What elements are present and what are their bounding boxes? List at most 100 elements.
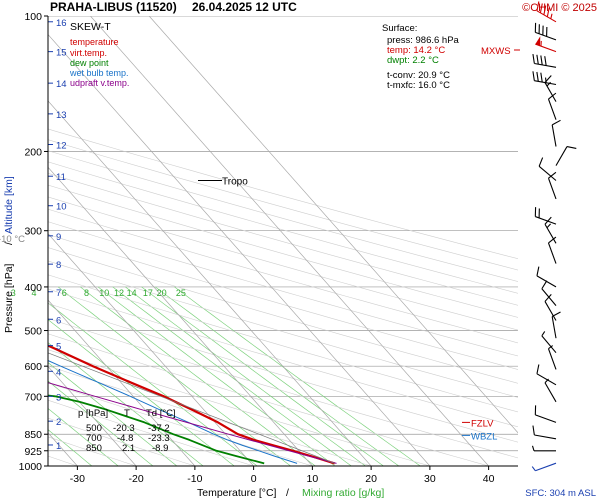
dry-adiabat-line [48, 349, 430, 466]
series-layer [48, 344, 337, 465]
wind-barb-flag [538, 208, 540, 218]
wind-barb-staff [535, 31, 557, 41]
dry-adiabat-line [48, 399, 254, 466]
table-cell: -20.3 [113, 423, 135, 434]
wind-barb-flag [541, 280, 548, 290]
wind-barb-half-flag [531, 466, 536, 472]
dry-adiabat-line [48, 382, 313, 466]
wind-barb-staff [544, 82, 557, 102]
mixing-ratio-line [97, 286, 336, 466]
surface-tconv: t-conv: 20.9 °C [387, 70, 450, 81]
wind-barb-staff [541, 335, 557, 354]
wind-barb [532, 71, 557, 86]
mixing-ratio-label: 10 [99, 288, 109, 298]
table-cell: -23.3 [148, 433, 170, 444]
x-axis-separator: / [286, 487, 289, 499]
mixing-ratio-label: 3 [11, 288, 16, 298]
wind-barb [536, 364, 557, 386]
grid-lines [48, 16, 518, 466]
pressure-tick-label: 700 [24, 391, 42, 403]
table-header-td: Td [°C] [146, 408, 176, 419]
wind-barb [534, 22, 557, 41]
wind-barb-flag [534, 22, 537, 33]
tropopause-label: Tropo [222, 176, 248, 187]
copyright: ©CHMI © 2025 [522, 2, 597, 14]
pressure-tick-label: 400 [24, 282, 42, 294]
x-tick-label: -10 [187, 473, 202, 485]
wind-barb-pennant [535, 36, 541, 46]
dry-adiabat-line [48, 247, 518, 384]
wind-barb [531, 462, 557, 472]
series-line-dew-point [48, 394, 265, 465]
wind-barb-flag [532, 425, 535, 436]
wind-barb [535, 36, 557, 53]
wind-barb [538, 157, 557, 181]
wind-barb-staff [544, 223, 557, 244]
series-line-wet-bulb-temp- [48, 360, 298, 464]
altitude-tick-label: 3 [56, 392, 61, 403]
mixing-ratio-line [48, 302, 258, 466]
dry-adiabat-line [48, 318, 518, 459]
wind-barb-flag [536, 364, 540, 374]
mixing-ratio-label: 20 [157, 288, 167, 298]
mixing-ratio-line [141, 286, 384, 466]
legend-title: SKEW-T [70, 21, 111, 33]
dry-adiabat-line [48, 260, 518, 398]
level-label-mxws: MXWS [481, 46, 511, 57]
wind-barb-half-flag [548, 345, 553, 350]
mixing-ratio-line [48, 429, 93, 466]
dry-adiabat-line [48, 234, 518, 370]
table-cell: 500 [86, 423, 102, 434]
wind-barb [536, 1, 557, 23]
legend-item-temperature: temperature [70, 37, 119, 47]
series-line-udpraft-v-temp- [48, 382, 337, 464]
isotherm-line [90, 16, 489, 466]
surface-title: Surface: [382, 23, 417, 34]
mixing-ratio-label: 8 [84, 288, 89, 298]
wind-barb-half-flag [546, 223, 551, 229]
surface-info-box: Surface: press: 986.6 hPa temp: 14.2 °C … [381, 20, 474, 92]
isotherm-line [48, 365, 137, 466]
wind-barb-flag [536, 266, 540, 277]
wind-barb-flag [532, 71, 535, 81]
mixing-ratio-label: 25 [176, 288, 186, 298]
wind-barb-staff [547, 98, 557, 120]
dry-adiabat-line [48, 150, 518, 282]
wind-barb-flag [544, 56, 547, 66]
wind-barb-flag [534, 405, 537, 415]
wind-barb-staff [544, 301, 557, 321]
table-cell: 2.1 [122, 443, 135, 454]
x-tick-label: 30 [424, 473, 436, 485]
isotherm-line [48, 33, 431, 466]
wind-barb-flag [540, 72, 543, 83]
wind-barb-flag [548, 236, 557, 244]
wind-barb [551, 119, 561, 147]
x-tick-label: -30 [70, 473, 85, 485]
wind-barb [544, 75, 557, 102]
station-title: PRAHA-LIBUS (11520) [50, 0, 177, 14]
pressure-tick-label: 925 [24, 446, 42, 458]
mixing-ratio-line [154, 286, 400, 466]
wind-barb [531, 445, 556, 452]
level-label-wbzl: WBZL [471, 431, 497, 442]
dry-adiabat-line [48, 128, 518, 260]
x-axis-label: Temperature [°C] [197, 487, 277, 499]
mixing-ratio-label: 14 [127, 288, 137, 298]
wind-barb [534, 207, 557, 225]
altitude-tick-label: 10 [56, 202, 67, 213]
pressure-tick-label: 600 [24, 361, 42, 373]
wind-barb-flag [551, 119, 561, 126]
wind-barb-staff [547, 178, 557, 200]
dry-adiabat-line [48, 303, 518, 443]
isotherm-line [48, 166, 313, 466]
surface-tmxfc: t-mxfc: 16.0 °C [387, 80, 450, 91]
altitude-tick-label: 14 [56, 79, 67, 90]
wind-barb-staff [547, 242, 557, 264]
wind-barb [544, 378, 557, 403]
altitude-tick-label: 9 [56, 232, 61, 243]
mixing-ratio-line [57, 286, 291, 466]
pressure-tick-label: 850 [24, 429, 42, 441]
wind-barb-half-flag [550, 13, 553, 19]
wind-barb-flag [546, 7, 550, 17]
